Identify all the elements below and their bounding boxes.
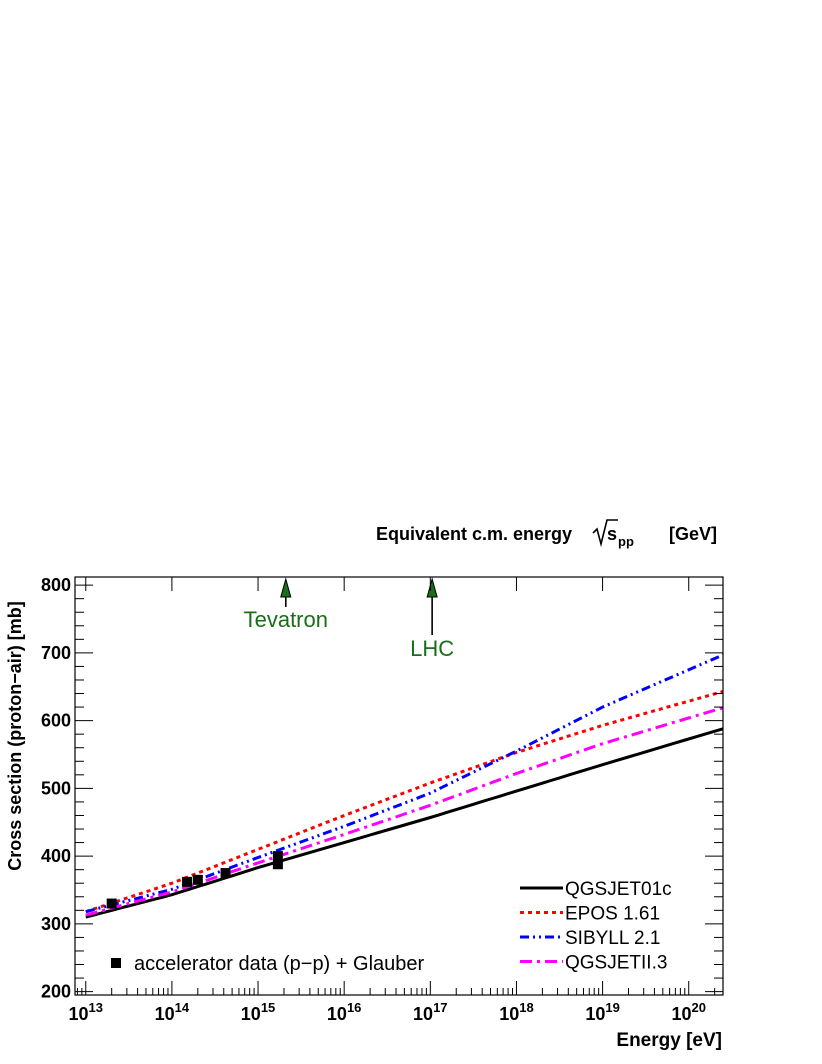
legend-data-marker bbox=[111, 958, 121, 968]
data-point bbox=[220, 868, 231, 879]
y-tick-label: 500 bbox=[41, 778, 71, 798]
x-axis-label: Energy [eV] bbox=[616, 1030, 722, 1051]
top-axis-label-sqrt: s bbox=[607, 524, 617, 544]
x-tick-label: 1018 bbox=[499, 1000, 534, 1024]
x-tick-label: 1014 bbox=[155, 1000, 190, 1024]
annotation-label: LHC bbox=[410, 636, 454, 661]
x-tick-label: 1015 bbox=[241, 1000, 276, 1024]
y-tick-label: 800 bbox=[41, 575, 71, 595]
y-tick-label: 200 bbox=[41, 982, 71, 1002]
annotation-label: Tevatron bbox=[244, 607, 328, 632]
legend-entry: EPOS 1.61 bbox=[565, 904, 660, 925]
data-point bbox=[192, 874, 203, 885]
plot-frame bbox=[74, 576, 724, 996]
legend-entry: QGSJET01c bbox=[565, 879, 672, 900]
top-axis-label-prefix: Equivalent c.m. energy bbox=[376, 524, 572, 544]
y-tick-label: 700 bbox=[41, 643, 71, 663]
x-tick-label: 1013 bbox=[69, 1000, 104, 1024]
series-line-sibyll-2-1 bbox=[85, 653, 724, 914]
top-axis-label-unit: [GeV] bbox=[669, 524, 717, 544]
legend: QGSJET01c EPOS 1.61 SIBYLL 2.1 QGSJETII.3 ac… bbox=[111, 879, 672, 975]
legend-data-label: accelerator data (p−p) + Glauber bbox=[134, 953, 425, 975]
y-tick-label: 300 bbox=[41, 914, 71, 934]
legend-entry: SIBYLL 2.1 bbox=[565, 928, 660, 949]
x-tick-label: 1017 bbox=[413, 1000, 448, 1024]
top-axis-label-sub: pp bbox=[618, 534, 634, 549]
series-line-qgsjetii-3 bbox=[85, 706, 724, 917]
x-tick-label: 1016 bbox=[327, 1000, 362, 1024]
y-tick-label: 400 bbox=[41, 846, 71, 866]
x-tick-label: 1019 bbox=[585, 1000, 620, 1024]
annotation-arrow-head bbox=[280, 577, 292, 598]
y-tick-label: 600 bbox=[41, 711, 71, 731]
data-point bbox=[182, 876, 193, 887]
series-line-qgsjet01c bbox=[85, 727, 724, 919]
legend-entry: QGSJETII.3 bbox=[565, 953, 667, 974]
sqrt-symbol bbox=[592, 519, 618, 548]
top-axis-label: Equivalent c.m. energy s pp [GeV] bbox=[376, 519, 717, 549]
y-axis-label: Cross section (proton−air) [mb] bbox=[5, 601, 25, 871]
data-point bbox=[106, 898, 117, 909]
annotation-arrow-head bbox=[426, 577, 438, 598]
x-tick-label: 1020 bbox=[671, 1000, 706, 1024]
